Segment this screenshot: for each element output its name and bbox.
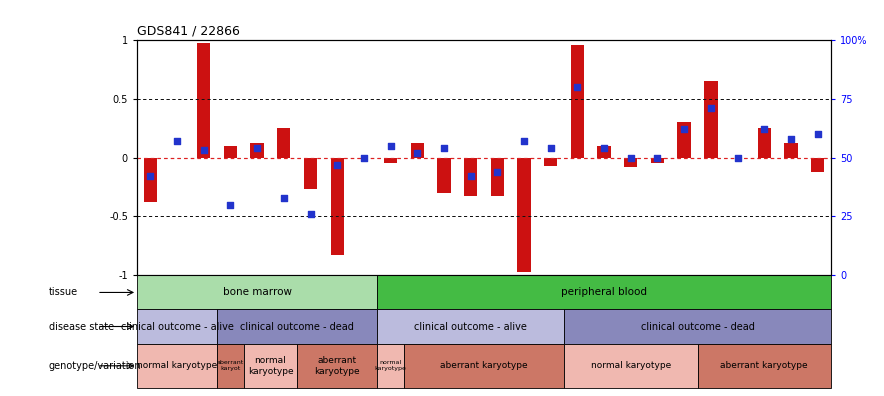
Bar — [410, 143, 424, 158]
Point — [196, 147, 210, 154]
Bar — [137, 275, 377, 310]
Point — [250, 145, 264, 151]
Point — [170, 138, 184, 144]
Point — [463, 173, 477, 179]
Text: clinical outcome - alive: clinical outcome - alive — [120, 322, 233, 331]
Bar — [377, 275, 831, 310]
Bar — [651, 158, 664, 164]
Bar — [571, 46, 584, 158]
Bar — [758, 128, 771, 158]
Bar — [217, 310, 377, 344]
Point — [384, 143, 398, 149]
Text: bone marrow: bone marrow — [223, 287, 292, 297]
Bar — [464, 158, 477, 196]
Point — [437, 145, 451, 151]
Text: genotype/variation: genotype/variation — [49, 361, 141, 371]
Bar — [564, 310, 831, 344]
Point — [811, 131, 825, 137]
Bar — [544, 158, 558, 166]
Bar — [377, 310, 564, 344]
Text: GDS841 / 22866: GDS841 / 22866 — [137, 24, 240, 37]
Point — [544, 145, 558, 151]
Point — [357, 154, 371, 161]
Point — [624, 154, 638, 161]
Bar — [811, 158, 824, 171]
Bar — [297, 344, 377, 388]
Text: aberrant karyotype: aberrant karyotype — [440, 361, 528, 370]
Bar — [217, 344, 244, 388]
Point — [277, 194, 291, 201]
Bar — [137, 344, 217, 388]
Text: clinical outcome - dead: clinical outcome - dead — [240, 322, 354, 331]
Text: tissue: tissue — [49, 287, 78, 297]
Point — [730, 154, 744, 161]
Bar — [564, 344, 697, 388]
Bar — [598, 146, 611, 158]
Point — [704, 105, 718, 111]
Bar — [705, 81, 718, 158]
Bar — [404, 344, 564, 388]
Bar — [244, 344, 297, 388]
Point — [784, 135, 798, 142]
Point — [491, 168, 505, 175]
Point — [517, 138, 531, 144]
Text: clinical outcome - alive: clinical outcome - alive — [415, 322, 527, 331]
Point — [570, 84, 584, 90]
Bar — [224, 146, 237, 158]
Bar — [331, 158, 344, 255]
Text: aberrant karyotype: aberrant karyotype — [720, 361, 808, 370]
Bar — [697, 344, 831, 388]
Bar — [784, 143, 797, 158]
Point — [410, 150, 424, 156]
Bar — [377, 344, 404, 388]
Point — [303, 211, 317, 217]
Bar — [137, 310, 217, 344]
Bar — [384, 158, 397, 164]
Text: aberrant
karyot: aberrant karyot — [217, 360, 244, 371]
Bar — [491, 158, 504, 196]
Text: normal karyotype: normal karyotype — [137, 361, 217, 370]
Point — [143, 173, 157, 179]
Text: normal
karyotype: normal karyotype — [375, 360, 407, 371]
Bar — [197, 43, 210, 158]
Bar — [250, 143, 263, 158]
Point — [597, 145, 611, 151]
Text: normal
karyotype: normal karyotype — [248, 356, 293, 375]
Bar — [517, 158, 530, 272]
Bar — [144, 158, 157, 202]
Point — [651, 154, 665, 161]
Text: clinical outcome - dead: clinical outcome - dead — [641, 322, 754, 331]
Bar — [677, 122, 690, 158]
Point — [758, 126, 772, 132]
Text: disease state: disease state — [49, 322, 114, 331]
Text: normal karyotype: normal karyotype — [591, 361, 671, 370]
Text: peripheral blood: peripheral blood — [561, 287, 647, 297]
Text: aberrant
karyotype: aberrant karyotype — [315, 356, 360, 375]
Point — [677, 126, 691, 132]
Point — [224, 202, 238, 208]
Bar — [624, 158, 637, 167]
Point — [330, 162, 344, 168]
Bar — [304, 158, 317, 189]
Bar — [278, 128, 291, 158]
Bar — [438, 158, 451, 193]
